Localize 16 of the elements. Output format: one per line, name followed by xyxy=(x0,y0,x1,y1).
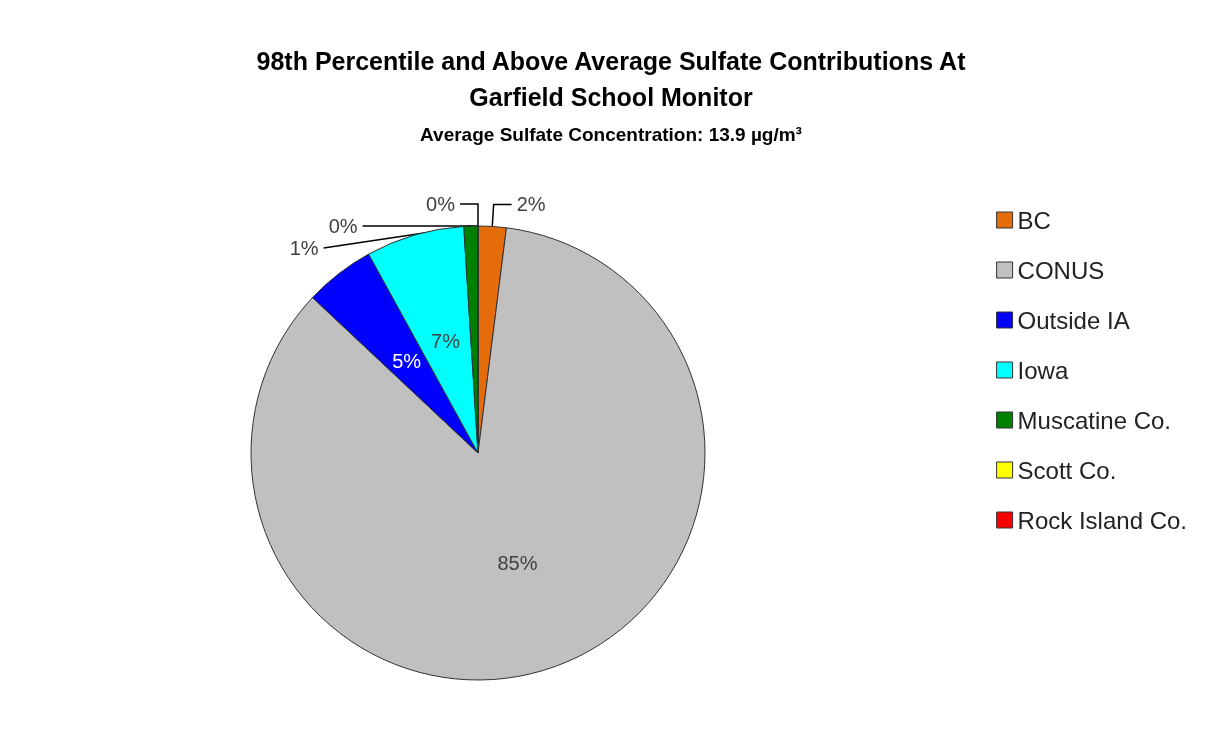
chart-title: 98th Percentile and Above Average Sulfate Contributions At Garfield School Monitor xyxy=(256,47,967,111)
chart-subtitle: Average Sulfate Concentration: 13.9 µg/m³ xyxy=(420,124,802,145)
legend-label: Rock Island Co. xyxy=(1017,506,1187,534)
data-label: 2% xyxy=(516,193,546,216)
data-label: 1% xyxy=(289,237,319,259)
data-label: 85% xyxy=(497,551,538,574)
legend-label: BC xyxy=(1017,206,1051,234)
legend-label: Scott Co. xyxy=(1017,456,1117,484)
text: 0% xyxy=(328,215,358,237)
data-label: 5% xyxy=(392,349,422,372)
data-label: 7% xyxy=(431,330,461,353)
legend-label: CONUS xyxy=(1017,256,1105,284)
legend-label: Outside IA xyxy=(1017,306,1130,334)
text: 0% xyxy=(426,193,455,215)
legend-label: Muscatine Co. xyxy=(1017,406,1171,434)
legend-label: Iowa xyxy=(1017,356,1069,384)
